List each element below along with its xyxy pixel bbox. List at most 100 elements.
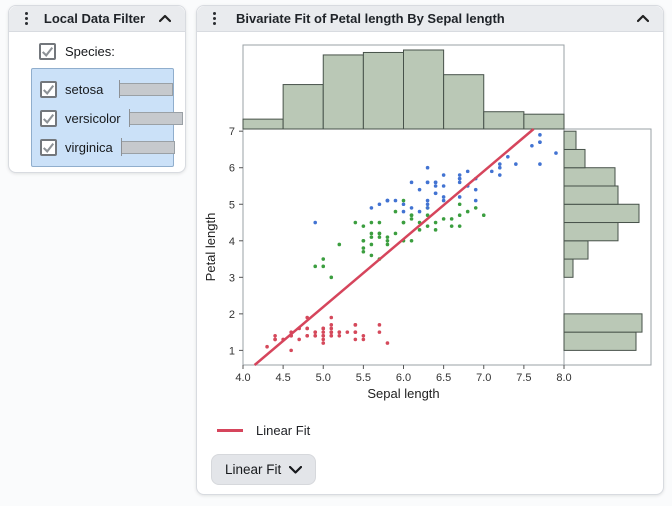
scatter-point-virginica[interactable]	[417, 209, 422, 214]
scatter-point-setosa[interactable]	[329, 333, 334, 338]
scatter-point-virginica[interactable]	[369, 206, 374, 210]
scatter-point-virginica[interactable]	[425, 165, 430, 170]
linear-fit-line[interactable]	[253, 128, 535, 366]
scatter-point-virginica[interactable]	[530, 144, 534, 148]
scatter-point-virginica[interactable]	[498, 173, 502, 177]
scatter-point-versicolor[interactable]	[457, 202, 462, 207]
scatter-point-versicolor[interactable]	[433, 228, 438, 232]
scatter-point-virginica[interactable]	[313, 220, 318, 225]
scatter-point-setosa[interactable]	[377, 323, 382, 327]
scatter-point-versicolor[interactable]	[433, 220, 438, 225]
scatter-point-setosa[interactable]	[273, 337, 277, 342]
collapse-button[interactable]	[633, 12, 653, 25]
scatter-point-setosa[interactable]	[321, 330, 326, 334]
right-histogram-bar[interactable]	[563, 240, 589, 260]
collapse-button[interactable]	[155, 12, 175, 25]
scatter-point-virginica[interactable]	[498, 165, 502, 170]
scatter-point-setosa[interactable]	[353, 337, 358, 342]
scatter-point-virginica[interactable]	[514, 162, 518, 166]
top-histogram-bar[interactable]	[242, 118, 284, 130]
scatter-point-virginica[interactable]	[506, 154, 510, 159]
scatter-point-setosa[interactable]	[321, 341, 326, 345]
scatter-point-virginica[interactable]	[433, 180, 438, 185]
scatter-point-versicolor[interactable]	[361, 249, 366, 254]
scatter-point-setosa[interactable]	[377, 330, 382, 334]
scatter-point-virginica[interactable]	[425, 198, 430, 203]
scatter-point-virginica[interactable]	[425, 180, 430, 185]
scatter-point-versicolor[interactable]	[329, 275, 334, 280]
scatter-point-setosa[interactable]	[321, 337, 326, 342]
scatter-point-versicolor[interactable]	[449, 217, 454, 221]
right-histogram-bar[interactable]	[563, 331, 637, 351]
menu-dots-icon[interactable]	[207, 8, 222, 29]
scatter-point-versicolor[interactable]	[361, 246, 366, 250]
scatter-point-virginica[interactable]	[425, 202, 430, 207]
linear-fit-menu-button[interactable]: Linear Fit	[211, 454, 317, 485]
scatter-point-versicolor[interactable]	[401, 198, 406, 203]
right-histogram-bar[interactable]	[563, 313, 643, 333]
scatter-point-versicolor[interactable]	[321, 264, 326, 269]
right-histogram-bar[interactable]	[563, 130, 577, 150]
scatter-point-setosa[interactable]	[321, 326, 326, 331]
scatter-point-setosa[interactable]	[337, 330, 342, 334]
scatter-point-virginica[interactable]	[538, 133, 542, 137]
scatter-point-virginica[interactable]	[441, 173, 446, 177]
menu-dots-icon[interactable]	[19, 8, 34, 29]
scatter-point-versicolor[interactable]	[465, 209, 470, 214]
scatter-point-setosa[interactable]	[353, 323, 358, 327]
scatter-point-versicolor[interactable]	[369, 231, 374, 236]
versicolor-checkbox[interactable]	[40, 109, 57, 127]
scatter-point-virginica[interactable]	[401, 202, 406, 207]
top-histogram-bar[interactable]	[322, 54, 364, 130]
scatter-point-setosa[interactable]	[305, 326, 309, 331]
scatter-point-virginica[interactable]	[377, 202, 382, 207]
right-histogram-bar[interactable]	[563, 203, 640, 224]
scatter-point-virginica[interactable]	[425, 206, 430, 210]
scatter-point-virginica[interactable]	[457, 180, 462, 185]
scatter-point-virginica[interactable]	[441, 184, 446, 188]
top-histogram-bar[interactable]	[523, 113, 565, 130]
scatter-point-versicolor[interactable]	[425, 213, 430, 218]
scatter-point-virginica[interactable]	[401, 209, 406, 214]
scatter-point-versicolor[interactable]	[409, 213, 414, 218]
scatter-point-virginica[interactable]	[457, 176, 462, 181]
scatter-point-versicolor[interactable]	[369, 235, 374, 239]
scatter-point-virginica[interactable]	[489, 169, 494, 174]
scatter-point-virginica[interactable]	[417, 187, 422, 192]
scatter-point-versicolor[interactable]	[353, 220, 358, 225]
species-checkbox[interactable]	[39, 43, 56, 60]
virginica-checkbox[interactable]	[40, 138, 57, 156]
scatter-point-virginica[interactable]	[554, 151, 558, 155]
scatter-point-setosa[interactable]	[385, 341, 390, 345]
scatter-point-versicolor[interactable]	[385, 238, 390, 243]
right-histogram-bar[interactable]	[563, 222, 619, 242]
right-histogram-bar[interactable]	[563, 185, 619, 205]
scatter-point-versicolor[interactable]	[385, 242, 390, 247]
scatter-point-virginica[interactable]	[385, 198, 390, 203]
scatter-point-versicolor[interactable]	[361, 238, 366, 243]
setosa-checkbox[interactable]	[40, 80, 57, 98]
scatter-point-versicolor[interactable]	[401, 220, 406, 225]
scatter-point-versicolor[interactable]	[369, 253, 374, 258]
top-histogram-bar[interactable]	[282, 84, 324, 130]
scatter-point-versicolor[interactable]	[417, 228, 422, 232]
scatter-point-versicolor[interactable]	[409, 238, 414, 243]
scatter-point-virginica[interactable]	[538, 140, 542, 144]
scatter-point-setosa[interactable]	[297, 337, 301, 342]
top-histogram-bar[interactable]	[443, 74, 485, 130]
scatter-point-setosa[interactable]	[289, 348, 293, 353]
scatter-point-versicolor[interactable]	[425, 224, 430, 228]
scatter-point-versicolor[interactable]	[369, 242, 374, 247]
scatter-point-virginica[interactable]	[441, 198, 446, 203]
scatter-point-setosa[interactable]	[313, 333, 318, 338]
scatter-point-setosa[interactable]	[329, 330, 334, 334]
scatter-point-virginica[interactable]	[457, 173, 462, 177]
scatter-point-versicolor[interactable]	[457, 224, 462, 228]
right-histogram-bar[interactable]	[563, 148, 586, 169]
scatter-point-virginica[interactable]	[465, 169, 470, 174]
scatter-point-setosa[interactable]	[313, 330, 318, 334]
scatter-point-setosa[interactable]	[329, 326, 334, 331]
scatter-point-virginica[interactable]	[441, 195, 446, 199]
scatter-point-versicolor[interactable]	[377, 220, 382, 225]
scatter-point-virginica[interactable]	[409, 180, 414, 185]
